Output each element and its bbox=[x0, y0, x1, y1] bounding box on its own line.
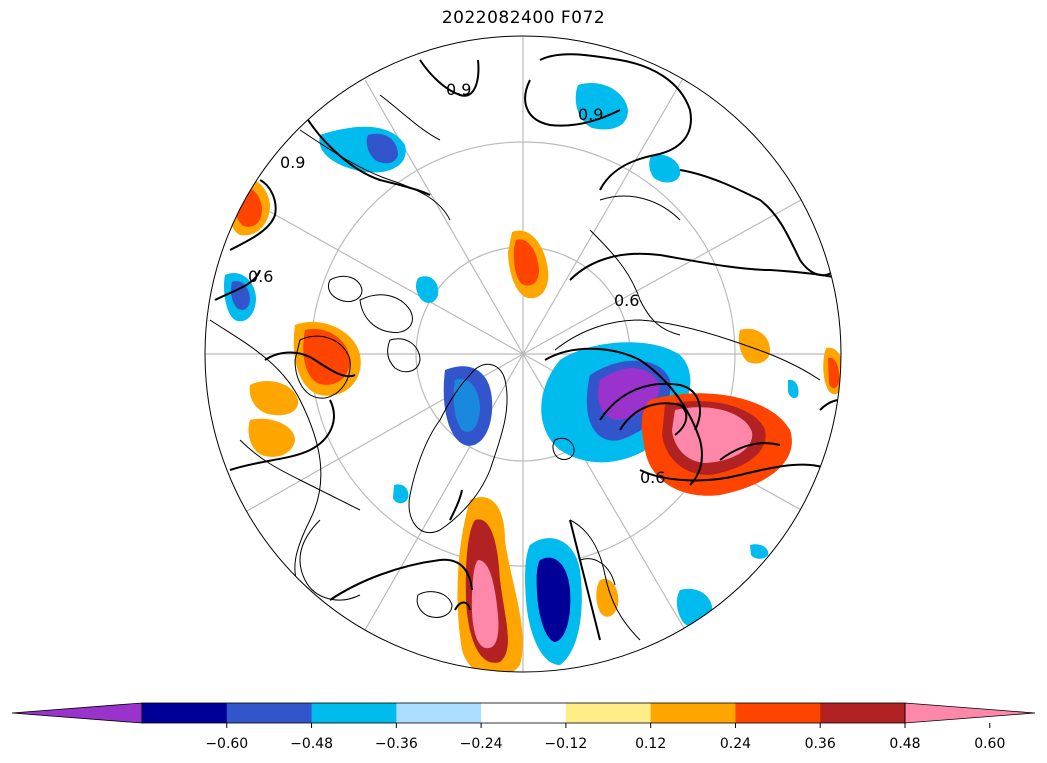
colorbar-segment bbox=[735, 703, 821, 723]
contour-label: 0.6 bbox=[248, 267, 273, 286]
colorbar-tick-label: 0.60 bbox=[974, 736, 1005, 752]
colorbar-tick-label: 0.48 bbox=[889, 736, 920, 752]
colorbar-segment bbox=[226, 703, 313, 723]
contour-label: 0.6 bbox=[640, 468, 665, 487]
colorbar-segment bbox=[311, 703, 397, 723]
contour-label: 0.9 bbox=[280, 153, 305, 172]
colorbar-frame bbox=[141, 702, 906, 724]
contour-lines bbox=[214, 53, 841, 641]
colorbar-tick-label: −0.36 bbox=[375, 736, 418, 752]
coastlines bbox=[209, 94, 821, 641]
colorbar-segments bbox=[11, 702, 1036, 724]
colorbar-segment bbox=[820, 703, 906, 723]
colorbar-extend-high bbox=[904, 702, 1036, 724]
colorbar-tick-label: −0.48 bbox=[290, 736, 333, 752]
colorbar-extend-low bbox=[11, 702, 143, 724]
colorbar-tick-label: −0.12 bbox=[544, 736, 587, 752]
map-boundary bbox=[204, 35, 842, 673]
colorbar-tick-label: 0.24 bbox=[720, 736, 751, 752]
colorbar-segment bbox=[396, 703, 482, 723]
colorbar-segment bbox=[650, 703, 736, 723]
contour-label: 0.9 bbox=[578, 105, 603, 124]
polar-map: 0.9 0.9 0.9 0.6 0.6 0.6 bbox=[204, 35, 842, 673]
colorbar-tick-label: −0.60 bbox=[205, 736, 248, 752]
contour-label: 0.9 bbox=[446, 80, 471, 99]
colorbar-segment bbox=[481, 703, 567, 723]
colorbar-segment bbox=[142, 703, 228, 723]
contour-label-group: 0.9 0.9 0.9 0.6 0.6 0.6 bbox=[248, 80, 665, 487]
colorbar-tick-label: 0.36 bbox=[805, 736, 836, 752]
colorbar-segment bbox=[565, 703, 652, 723]
colorbar-ticks: −0.60 −0.48 −0.36 −0.24 −0.12 0.12 0.24 0.36 0.4… bbox=[205, 723, 1005, 752]
colorbar-tick-label: −0.24 bbox=[460, 736, 503, 752]
colorbar-tick-label: 0.12 bbox=[635, 736, 666, 752]
plot-title: 2022082400 F072 bbox=[441, 8, 606, 28]
contour-label: 0.6 bbox=[614, 291, 639, 310]
